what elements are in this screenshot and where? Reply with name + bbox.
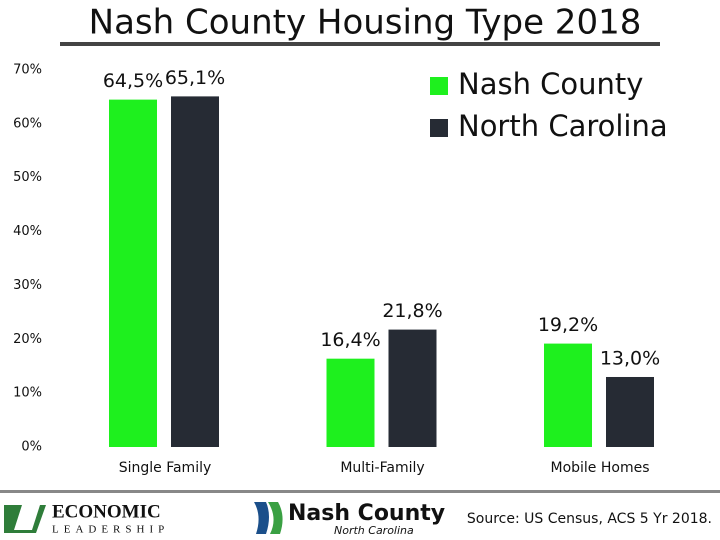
y-tick-label: 10% <box>13 386 42 401</box>
legend-swatch <box>430 77 448 95</box>
title-rule <box>60 42 660 46</box>
logo-left: ECONOMIC LEADERSHIP <box>4 501 169 536</box>
y-tick-label: 0% <box>21 440 42 455</box>
value-label: 21,8% <box>382 300 442 322</box>
bar <box>606 376 654 447</box>
y-tick-label: 70% <box>13 63 42 78</box>
logo-mark <box>268 502 283 534</box>
bar <box>388 329 437 447</box>
value-label: 19,2% <box>538 314 598 336</box>
source-note: Source: US Census, ACS 5 Yr 2018. <box>467 511 712 527</box>
y-tick-label: 20% <box>13 332 42 347</box>
chart-title: Nash County Housing Type 2018 <box>89 3 642 43</box>
x-tick-label: Multi-Family <box>340 460 424 476</box>
y-tick-label: 60% <box>13 116 42 131</box>
bar <box>109 99 157 447</box>
bar <box>544 343 592 447</box>
value-label: 16,4% <box>320 329 380 351</box>
x-tick-label: Single Family <box>119 460 212 476</box>
logo-text: ECONOMIC <box>52 501 161 522</box>
logo-text: LEADERSHIP <box>52 524 169 536</box>
y-tick-label: 40% <box>13 224 42 239</box>
value-label: 65,1% <box>165 67 225 89</box>
legend-label: North Carolina <box>458 109 668 143</box>
value-label: 13,0% <box>600 347 660 369</box>
bar <box>171 96 219 447</box>
logo-mark <box>254 502 269 534</box>
logo-mid: Nash County North Carolina <box>254 501 445 537</box>
x-tick-label: Mobile Homes <box>550 460 649 476</box>
logo-text: Nash County <box>288 501 445 526</box>
legend-swatch <box>430 119 448 137</box>
bar <box>326 358 375 447</box>
legend-label: Nash County <box>458 67 643 101</box>
value-label: 64,5% <box>103 70 163 92</box>
footer-rule <box>0 490 720 493</box>
y-tick-label: 30% <box>13 278 42 293</box>
logo-text: North Carolina <box>334 524 414 537</box>
logo-mark <box>4 505 46 533</box>
y-tick-label: 50% <box>13 170 42 185</box>
